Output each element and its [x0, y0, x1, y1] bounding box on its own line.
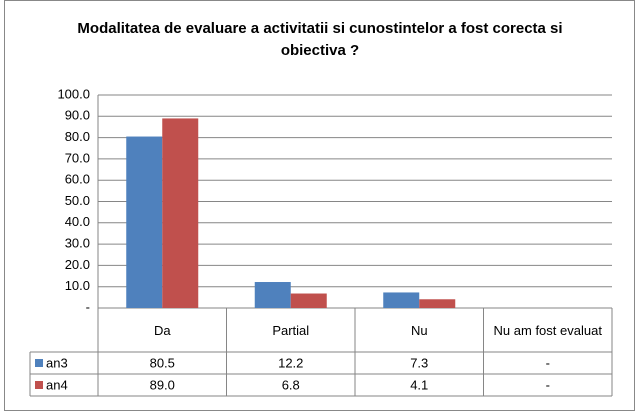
category-cell: Nu	[410, 322, 428, 338]
legend-key	[35, 381, 43, 389]
legend-key	[35, 359, 43, 367]
table-value: 12.2	[278, 355, 303, 370]
y-tick-label: 40.0	[65, 214, 90, 229]
bar	[162, 118, 199, 309]
y-tick-label: 90.0	[65, 108, 90, 123]
bar	[290, 293, 327, 308]
x-tick-label: Nu	[410, 322, 428, 338]
y-tick-label: 30.0	[65, 236, 90, 251]
legend-label: an4	[46, 377, 68, 392]
x-tick-label: Nu am fost evaluat	[493, 322, 602, 338]
y-tick-label: 60.0	[65, 172, 90, 187]
category-cell: Nu am fost evaluat	[493, 322, 602, 338]
table-value: 89.0	[150, 377, 175, 392]
y-tick-label: 70.0	[65, 150, 90, 165]
category-cell: Partial	[272, 322, 310, 338]
x-tick-label: Da	[153, 322, 171, 338]
bar	[126, 136, 163, 308]
table-value: 4.1	[410, 377, 428, 392]
bar	[254, 282, 291, 308]
table-value: -	[546, 377, 550, 392]
table-value: 7.3	[410, 355, 428, 370]
table-value: 6.8	[282, 377, 300, 392]
bar	[383, 292, 420, 308]
chart-title: Modalitatea de evaluare a activitatii si…	[77, 20, 563, 59]
y-tick-label: 80.0	[65, 129, 90, 144]
table-value: -	[546, 355, 550, 370]
y-tick-label: 50.0	[65, 193, 90, 208]
y-tick-label: 20.0	[65, 257, 90, 272]
y-tick-label: 100.0	[57, 86, 90, 101]
table-value: 80.5	[150, 355, 175, 370]
x-tick-label: Partial	[272, 322, 310, 338]
legend-label: an3	[46, 355, 68, 370]
bar	[419, 299, 456, 308]
category-cell: Da	[153, 322, 171, 338]
y-tick-label: -	[86, 299, 90, 314]
y-tick-label: 10.0	[65, 278, 90, 293]
